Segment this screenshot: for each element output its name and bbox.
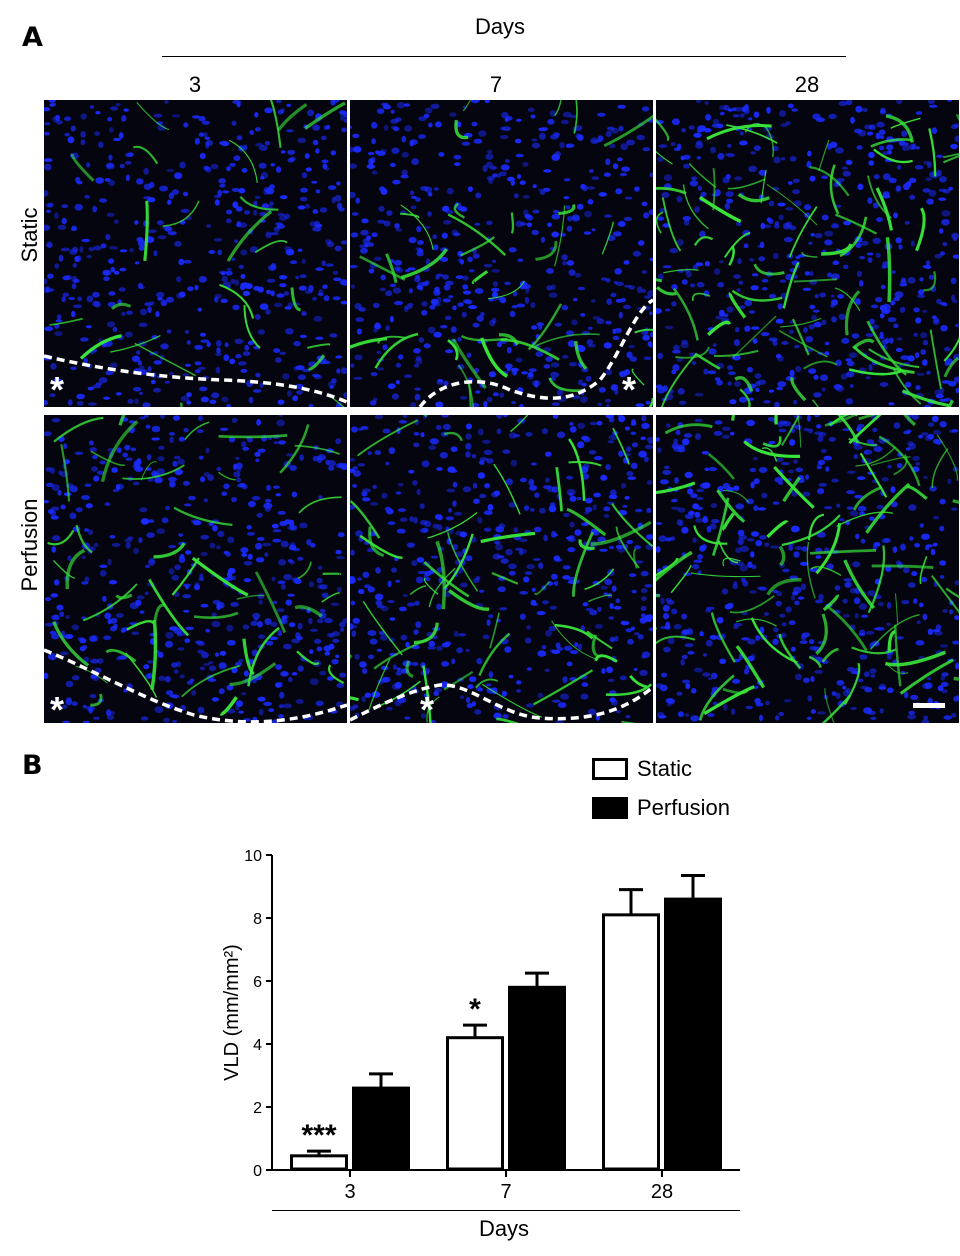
- y-axis-label: VLD (mm/mm²): [221, 944, 243, 1081]
- asterisk-static-day3: *: [50, 369, 65, 410]
- y-tick-label: 6: [253, 974, 262, 991]
- bar-perfusion-day3: [352, 1086, 410, 1171]
- days-header-rule: [162, 56, 846, 57]
- column-label-day28: 28: [794, 72, 820, 97]
- bar-static-day7: [446, 1036, 504, 1171]
- bar-static-day28: [602, 913, 660, 1171]
- panel-b-letter: B: [22, 750, 43, 781]
- micrograph-static-day3: [44, 100, 347, 407]
- micrograph-perfusion-day3: [44, 415, 347, 723]
- column-label-day7: 7: [489, 72, 503, 97]
- x-axis-title-rule: [272, 1210, 740, 1211]
- significance-marker: ***: [301, 1119, 336, 1152]
- asterisk-perfusion-day3: *: [50, 689, 65, 730]
- x-tick-label: 28: [651, 1181, 673, 1203]
- column-label-day3: 3: [188, 72, 202, 97]
- asterisk-perfusion-day7: *: [420, 689, 435, 730]
- asterisk-static-day7: *: [622, 369, 637, 410]
- x-tick-label: 7: [500, 1181, 511, 1203]
- bar-static-day3: [290, 1154, 348, 1171]
- bar-perfusion-day28: [664, 897, 722, 1171]
- y-tick-label: 0: [253, 1163, 262, 1180]
- micrograph-perfusion-day7: [350, 415, 653, 723]
- y-tick-label: 10: [244, 848, 262, 865]
- significance-marker: *: [469, 993, 481, 1026]
- legend-label-perfusion: Perfusion: [637, 795, 730, 820]
- legend-swatch-static: [592, 758, 628, 780]
- micrograph-perfusion-day28: [656, 415, 959, 723]
- legend-swatch-perfusion: [592, 797, 628, 819]
- y-tick-label: 2: [253, 1100, 262, 1117]
- panel-a-letter: A: [22, 22, 43, 53]
- y-tick-label: 4: [253, 1037, 262, 1054]
- bar-perfusion-day7: [508, 985, 566, 1171]
- y-tick-label: 8: [253, 911, 262, 928]
- micrograph-static-day28: [656, 100, 959, 407]
- days-header: Days: [474, 14, 526, 39]
- micrograph-static-day7: [350, 100, 653, 407]
- x-axis-title: Days: [478, 1216, 530, 1241]
- x-tick-label: 3: [344, 1181, 355, 1203]
- scale-bar: [913, 703, 945, 708]
- legend-label-static: Static: [637, 756, 693, 781]
